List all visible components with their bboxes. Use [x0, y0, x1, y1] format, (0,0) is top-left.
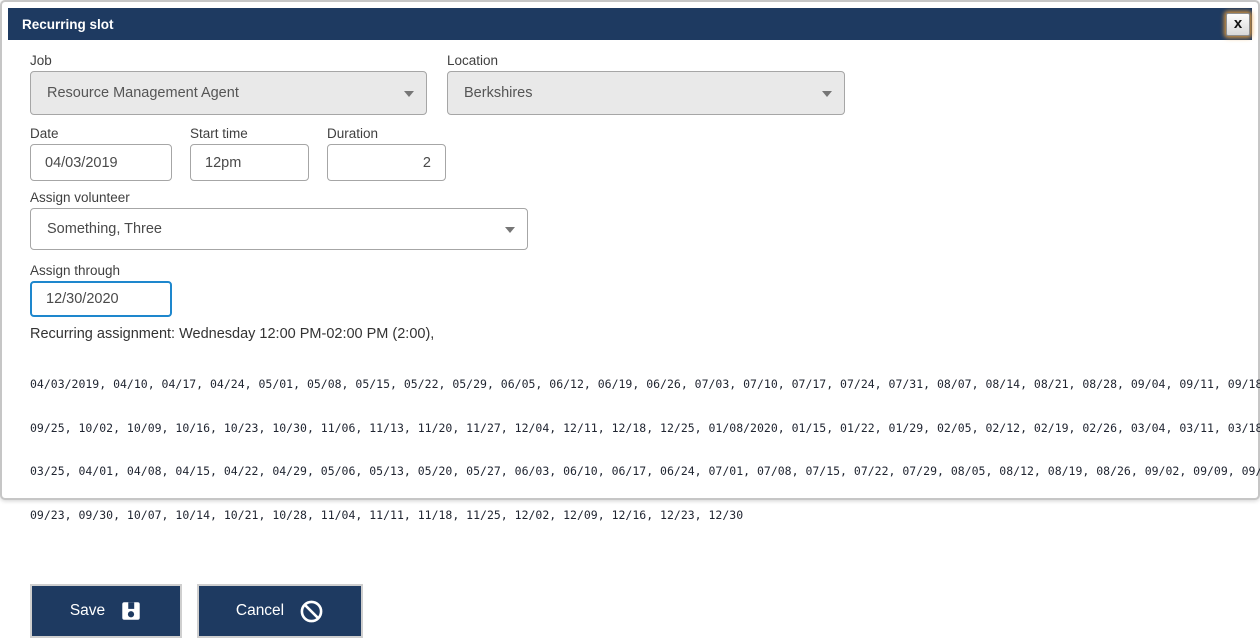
cancel-button-label: Cancel — [236, 602, 284, 620]
save-button-label: Save — [70, 602, 105, 620]
recurring-dates-line: 04/03/2019, 04/10, 04/17, 04/24, 05/01, … — [30, 377, 1230, 392]
dialog-body: Job Resource Management Agent Location B… — [2, 40, 1258, 638]
close-icon: x — [1234, 15, 1242, 32]
job-select-value: Resource Management Agent — [47, 85, 239, 101]
job-select[interactable]: Resource Management Agent — [30, 71, 427, 115]
save-button[interactable]: Save — [30, 584, 182, 638]
recurring-assignment-summary: Recurring assignment: Wednesday 12:00 PM… — [30, 326, 1230, 343]
date-label: Date — [30, 126, 172, 142]
recurring-dates-list: 04/03/2019, 04/10, 04/17, 04/24, 05/01, … — [30, 348, 1230, 551]
date-input[interactable] — [30, 144, 172, 181]
chevron-down-icon — [505, 227, 515, 233]
recurring-dates-line: 03/25, 04/01, 04/08, 04/15, 04/22, 04/29… — [30, 464, 1230, 479]
chevron-down-icon — [404, 91, 414, 97]
dialog-title: Recurring slot — [22, 17, 114, 32]
recurring-slot-dialog: Recurring slot x Job Resource Management… — [0, 0, 1260, 500]
cancel-button[interactable]: Cancel — [197, 584, 363, 638]
assign-volunteer-select[interactable]: Something, Three — [30, 208, 528, 250]
save-floppy-icon — [120, 600, 142, 622]
dialog-titlebar: Recurring slot x — [8, 8, 1252, 40]
recurring-dates-line: 09/25, 10/02, 10/09, 10/16, 10/23, 10/30… — [30, 421, 1230, 436]
location-label: Location — [447, 53, 845, 69]
assign-volunteer-value: Something, Three — [47, 221, 162, 237]
cancel-prohibition-icon — [299, 599, 324, 624]
assign-through-label: Assign through — [30, 263, 1230, 279]
duration-label: Duration — [327, 126, 446, 142]
recurring-dates-line: 09/23, 09/30, 10/07, 10/14, 10/21, 10/28… — [30, 508, 1230, 523]
chevron-down-icon — [822, 91, 832, 97]
assign-volunteer-label: Assign volunteer — [30, 190, 1230, 206]
start-time-input[interactable] — [190, 144, 309, 181]
start-time-label: Start time — [190, 126, 309, 142]
job-label: Job — [30, 53, 427, 69]
location-select-value: Berkshires — [464, 85, 533, 101]
assign-through-input[interactable] — [30, 281, 172, 317]
location-select[interactable]: Berkshires — [447, 71, 845, 115]
close-button[interactable]: x — [1226, 13, 1250, 36]
duration-input[interactable] — [327, 144, 446, 181]
